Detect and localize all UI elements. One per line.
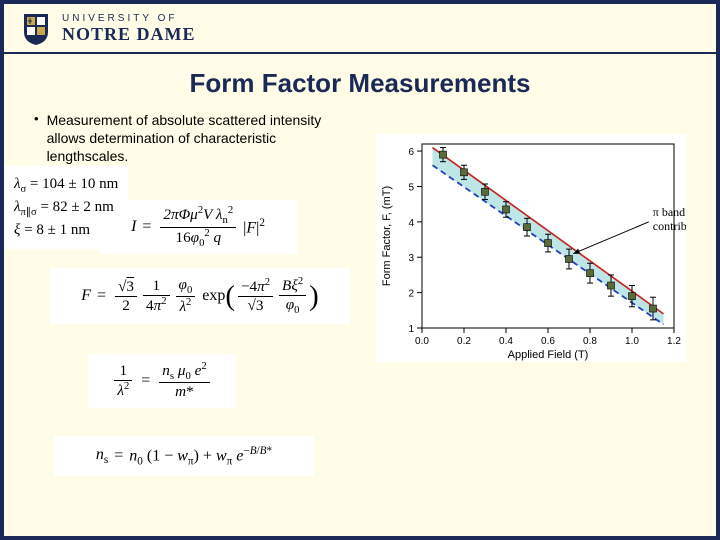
param-lambda-pi: λπ∥σ = 82 ± 2 nm bbox=[14, 199, 118, 218]
svg-text:0.6: 0.6 bbox=[541, 336, 555, 347]
svg-text:3: 3 bbox=[408, 253, 414, 264]
equation-ns: ns = n0 (1 − wπ) + wπ e−B/B* bbox=[54, 436, 314, 476]
form-factor-chart: 0.0 0.2 0.4 0.6 0.8 1.0 1.2 1 2 3 4 5 6 Applied Field… bbox=[376, 134, 686, 362]
svg-text:4: 4 bbox=[408, 218, 414, 229]
svg-text:0.4: 0.4 bbox=[499, 336, 513, 347]
equation-intensity: I = 2πΦμ2V λn2 16φ02 q |F|2 bbox=[99, 200, 297, 254]
svg-text:0.8: 0.8 bbox=[583, 336, 597, 347]
bullet-dot-icon: • bbox=[34, 111, 39, 128]
bullet-point: • Measurement of absolute scattered inte… bbox=[34, 111, 354, 166]
slide-title: Form Factor Measurements bbox=[4, 68, 716, 99]
svg-text:6: 6 bbox=[408, 147, 414, 158]
equation-lambda: 1λ2 = ns μ0 e2 m* bbox=[88, 354, 236, 408]
university-name-block: UNIVERSITY OF NOTRE DAME bbox=[62, 14, 196, 43]
svg-text:1: 1 bbox=[408, 324, 414, 335]
header: UNIVERSITY OF NOTRE DAME bbox=[4, 4, 716, 54]
param-lambda-sigma: λσ = 104 ± 10 nm bbox=[14, 176, 118, 195]
svg-text:2: 2 bbox=[408, 289, 414, 300]
university-name: NOTRE DAME bbox=[62, 25, 196, 44]
svg-text:1.2: 1.2 bbox=[667, 336, 681, 347]
svg-text:Applied Field (T): Applied Field (T) bbox=[508, 349, 589, 361]
svg-text:1.0: 1.0 bbox=[625, 336, 639, 347]
svg-text:π band: π band bbox=[653, 205, 685, 219]
svg-text:5: 5 bbox=[408, 182, 414, 193]
svg-text:0.0: 0.0 bbox=[415, 336, 429, 347]
svg-text:contribution: contribution bbox=[653, 219, 686, 233]
chart-svg: 0.0 0.2 0.4 0.6 0.8 1.0 1.2 1 2 3 4 5 6 Applied Field… bbox=[376, 134, 686, 362]
param-xi: ξ = 8 ± 1 nm bbox=[14, 222, 118, 239]
svg-text:0.2: 0.2 bbox=[457, 336, 471, 347]
parameters-right: λσ = 104 ± 10 nm λπ∥σ = 82 ± 2 nm ξ = 8 … bbox=[4, 166, 128, 249]
notre-dame-shield-icon bbox=[22, 12, 50, 46]
bullet-text: Measurement of absolute scattered intens… bbox=[47, 111, 354, 166]
equation-form-factor: F = √32 14π2 φ0λ2 exp ( −4π2√3 Bξ2φ0 ) bbox=[50, 268, 350, 324]
svg-text:Form Factor, F, (mT): Form Factor, F, (mT) bbox=[381, 186, 393, 286]
